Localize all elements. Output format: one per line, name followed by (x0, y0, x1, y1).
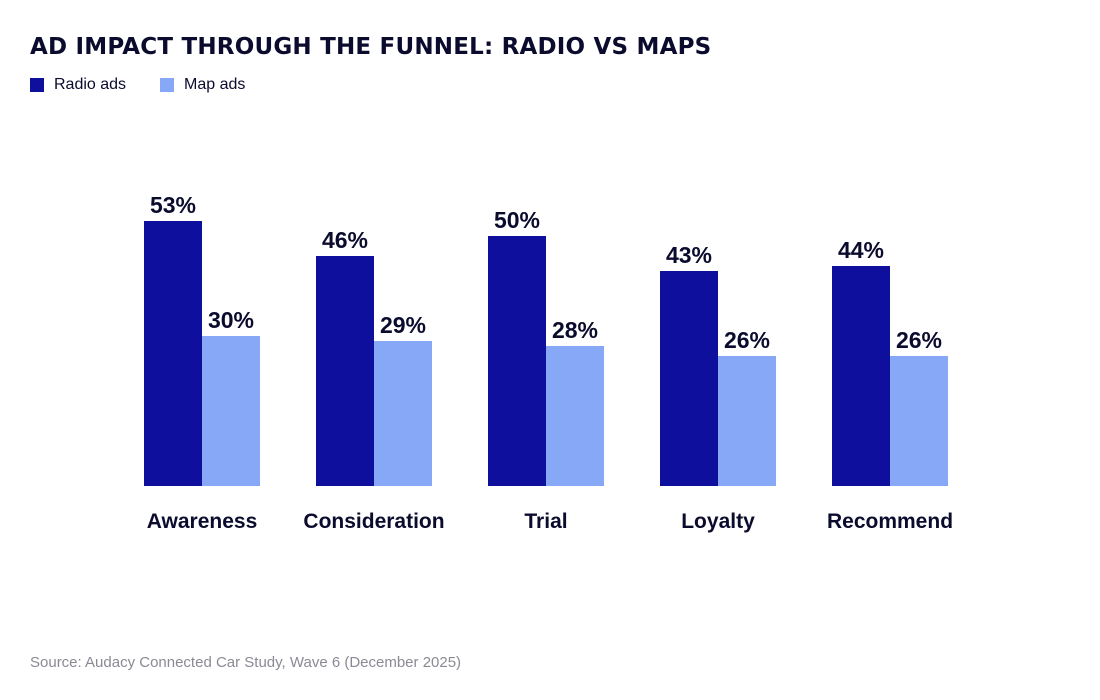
legend-swatch-map (160, 78, 175, 92)
bar-map-ads-trial (546, 346, 604, 486)
legend: Radio ads Map ads (30, 76, 245, 94)
bar-map-ads-consideration (374, 341, 432, 486)
value-label-map-ads-recommend: 26% (896, 327, 942, 353)
value-label-map-ads-loyalty: 26% (724, 327, 770, 353)
category-label-consideration: Consideration (303, 510, 444, 533)
value-label-map-ads-trial: 28% (552, 317, 598, 343)
chart-title: AD IMPACT THROUGH THE FUNNEL: RADIO VS M… (30, 34, 712, 60)
category-label-loyalty: Loyalty (681, 510, 755, 533)
legend-item-radio: Radio ads (30, 76, 126, 94)
category-label-trial: Trial (524, 510, 567, 533)
legend-item-map: Map ads (160, 76, 245, 94)
legend-label-map: Map ads (184, 76, 246, 93)
bar-map-ads-loyalty (718, 356, 776, 486)
category-label-recommend: Recommend (827, 510, 953, 533)
bar-radio-ads-consideration (316, 256, 374, 486)
category-label-awareness: Awareness (147, 510, 258, 533)
bar-radio-ads-loyalty (660, 271, 718, 486)
value-label-radio-ads-loyalty: 43% (666, 242, 712, 268)
legend-label-radio: Radio ads (54, 76, 127, 93)
legend-swatch-radio (30, 78, 44, 92)
value-label-radio-ads-recommend: 44% (838, 237, 884, 263)
value-label-map-ads-consideration: 29% (380, 312, 426, 338)
source-note: Source: Audacy Connected Car Study, Wave… (30, 654, 462, 671)
bar-radio-ads-awareness (144, 221, 202, 486)
value-label-map-ads-awareness: 30% (208, 307, 254, 333)
value-label-radio-ads-awareness: 53% (150, 192, 196, 218)
bar-map-ads-recommend (890, 356, 948, 486)
bar-radio-ads-recommend (832, 266, 890, 486)
bar-radio-ads-trial (488, 236, 546, 486)
bar-map-ads-awareness (202, 336, 260, 486)
value-label-radio-ads-consideration: 46% (322, 227, 368, 253)
value-label-radio-ads-trial: 50% (494, 207, 540, 233)
